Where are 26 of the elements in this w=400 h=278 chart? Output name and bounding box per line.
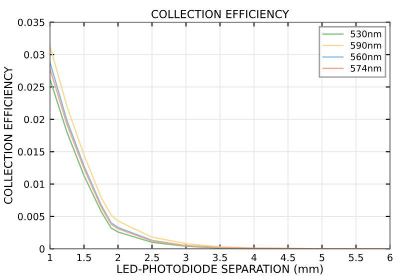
legend-label: 560nm: [350, 53, 382, 60]
x-tick-label: 1.5: [77, 254, 91, 262]
y-tick-label: 0.02: [24, 116, 44, 124]
x-tick-label: 3: [184, 254, 188, 262]
x-tick-label: 6: [388, 254, 392, 262]
x-tick-label: 4: [251, 254, 257, 262]
x-tick-label: 5.5: [349, 254, 363, 262]
legend-label: 530nm: [350, 30, 382, 38]
y-axis-title: COLLECTION EFFICIENCY: [4, 66, 12, 204]
x-tick-label: 4.5: [280, 254, 295, 262]
y-tick-label: 0: [40, 245, 44, 253]
y-tick-label: 0.035: [18, 18, 44, 26]
y-tick-label: 0.01: [24, 180, 44, 188]
legend-label: 574nm: [350, 64, 382, 72]
x-tick-label: 2: [116, 254, 120, 262]
x-tick-label: 3.5: [213, 254, 227, 262]
y-tick-label: 0.025: [18, 83, 44, 91]
x-tick-label: 1: [48, 254, 52, 262]
y-tick-label: 0.005: [18, 212, 44, 220]
x-tick-label: 5: [320, 254, 324, 262]
legend-label: 590nm: [350, 42, 382, 49]
chart-title: COLLECTION EFFICIENCY: [152, 10, 290, 18]
x-tick-label: 2.5: [144, 254, 159, 262]
y-tick-label: 0.015: [18, 148, 44, 156]
x-axis-title: LED-PHOTODIODE SEPARATION (mm): [117, 264, 323, 274]
y-tick-label: 0.03: [24, 51, 44, 58]
